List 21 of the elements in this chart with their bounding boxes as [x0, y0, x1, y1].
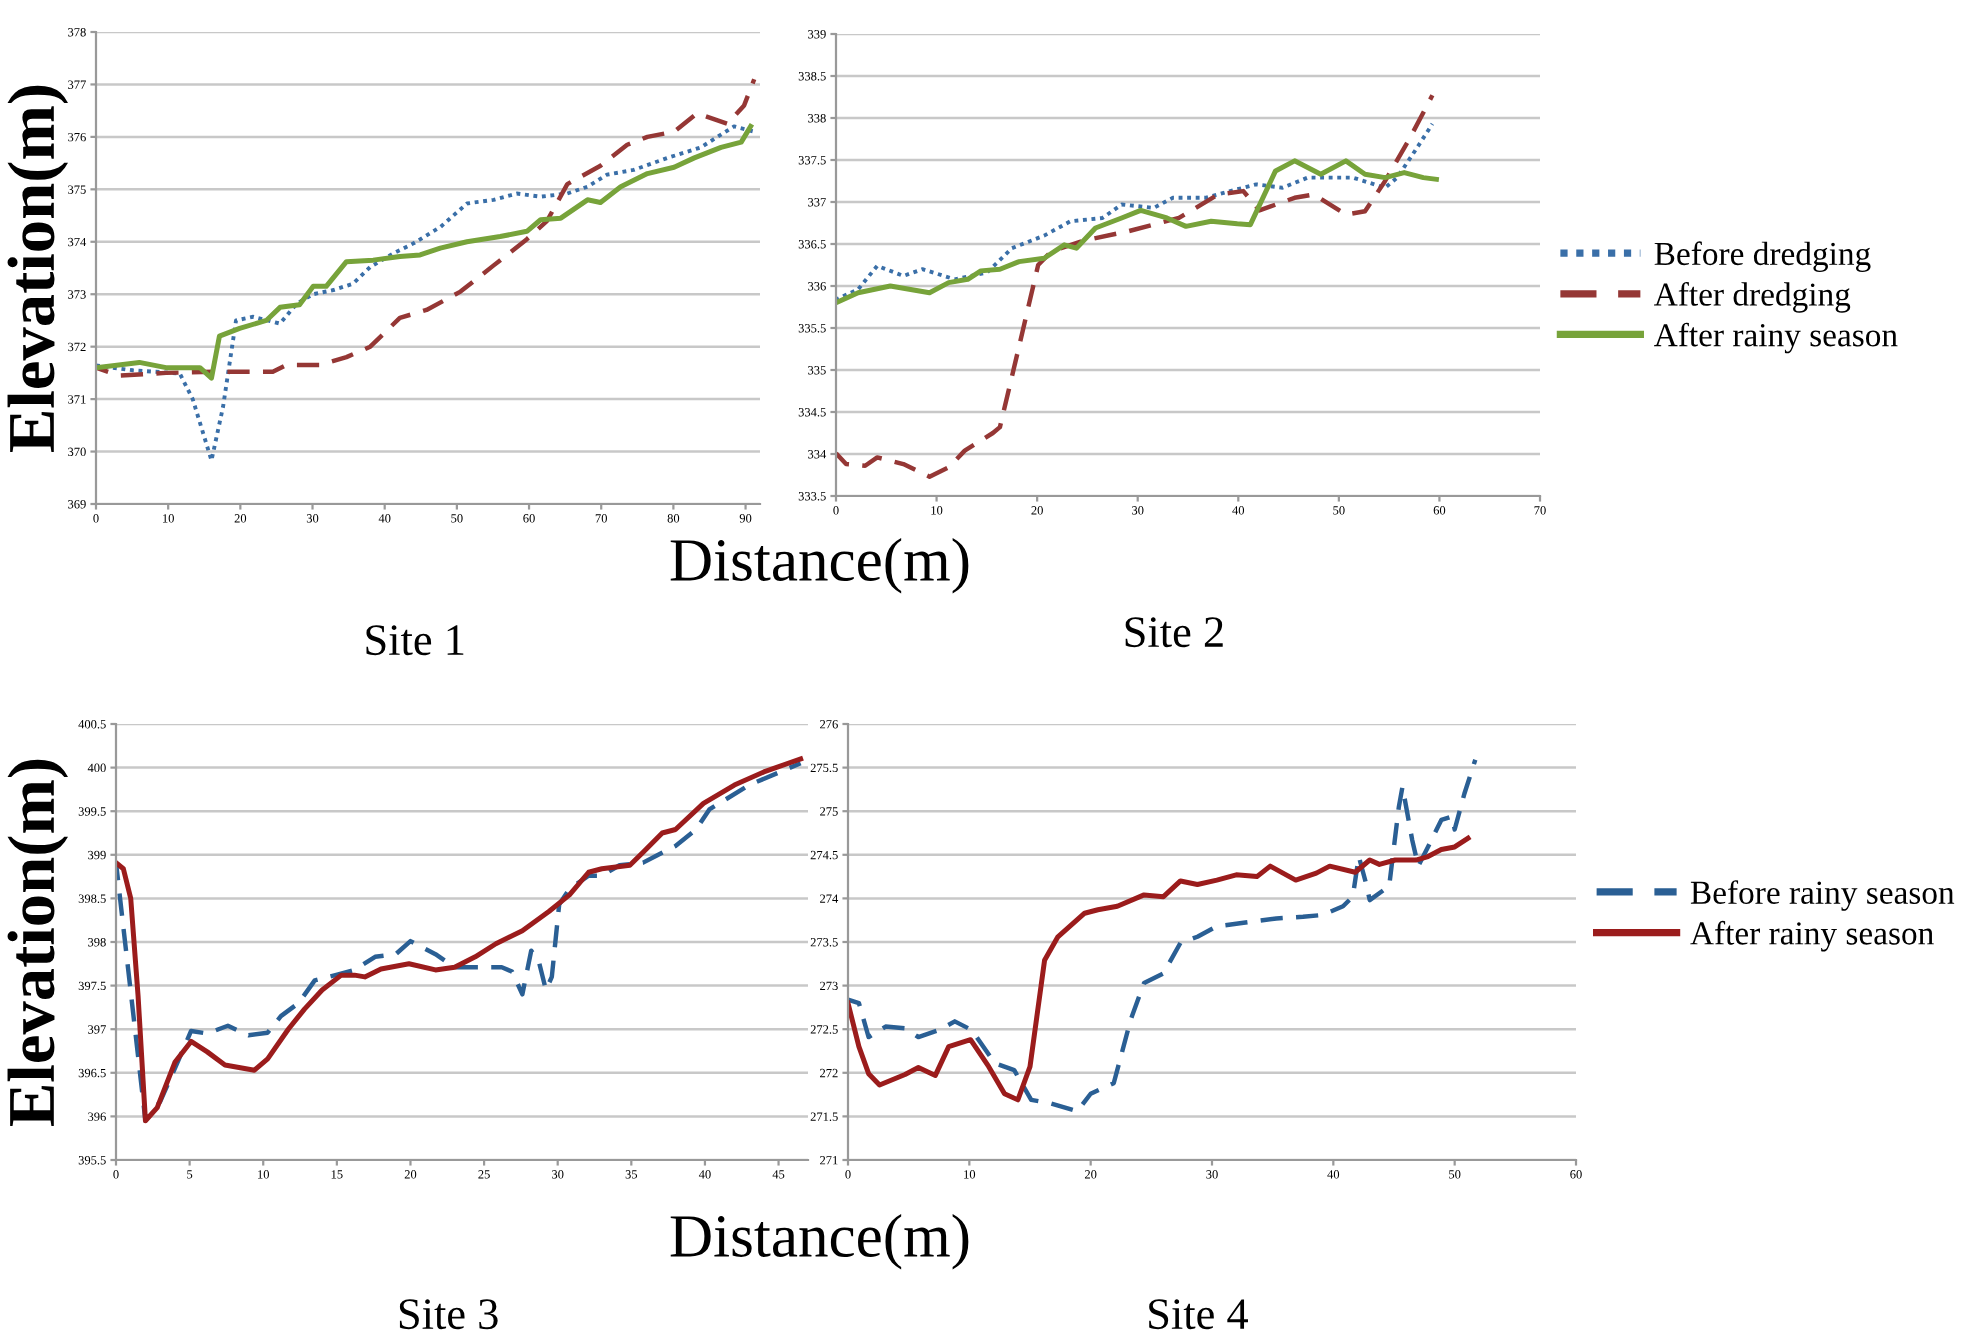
- line-series: [836, 93, 1435, 479]
- legend-label: After dredging: [1654, 282, 1851, 313]
- legend-label: After rainy season: [1654, 322, 1898, 354]
- legend-label: Before dredging: [1654, 241, 1871, 273]
- y-axis-title: Elevation(m): [7, 85, 68, 453]
- line-series: [848, 757, 1478, 1114]
- y-axis-title: Elevation(m): [7, 759, 68, 1127]
- text: Site 2: [1125, 617, 1223, 648]
- legend-label: After rainy season: [1690, 920, 1934, 952]
- line-series: [96, 123, 754, 381]
- text: Site 3: [399, 1299, 498, 1330]
- line-series: [96, 76, 757, 378]
- line-series: [836, 121, 1435, 302]
- line-series: [96, 124, 757, 463]
- x-axis-title: Distance(m): [670, 1214, 969, 1270]
- text: Site 4: [1149, 1299, 1248, 1330]
- x-axis-title: Distance(m): [670, 538, 969, 594]
- line-series: [836, 158, 1439, 306]
- text: Site 1: [366, 625, 464, 656]
- legend-label: Before rainy season: [1690, 880, 1955, 911]
- line-series: [848, 835, 1471, 1103]
